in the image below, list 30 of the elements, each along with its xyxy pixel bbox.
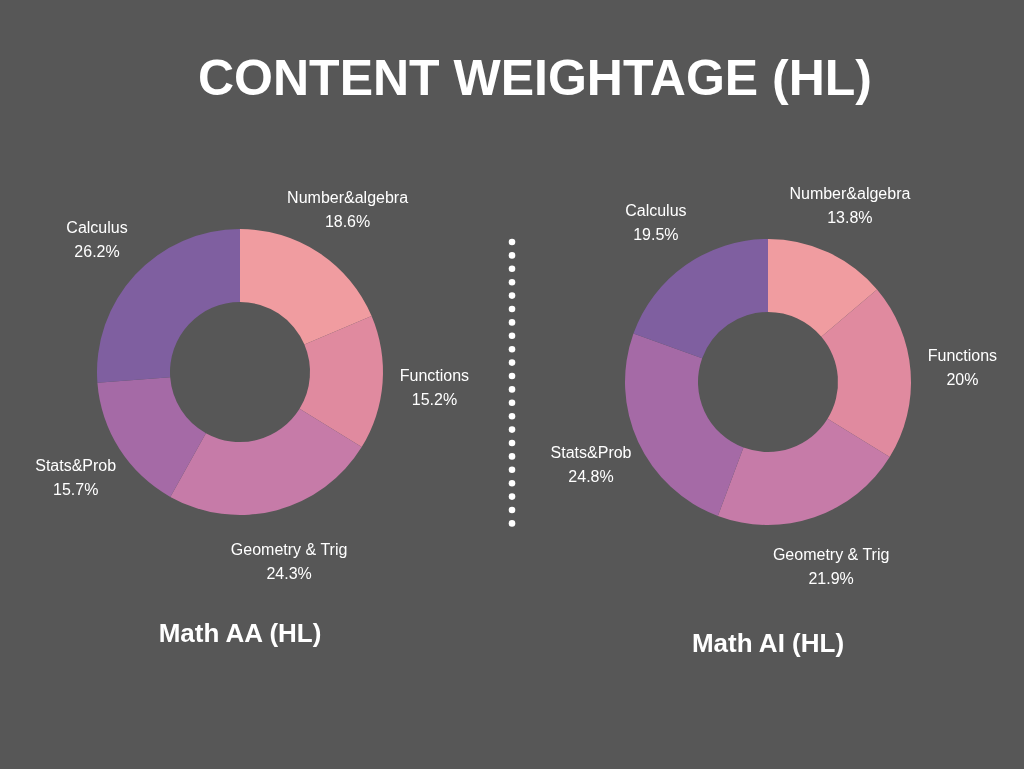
slice-label: Functions xyxy=(927,347,998,365)
slice-label: Calculus xyxy=(66,219,128,237)
text: CONTENT WEIGHTAGE (HL) xyxy=(198,50,872,106)
donut-slice xyxy=(633,239,768,359)
data-label: 18.6% xyxy=(324,213,371,231)
slice-label: Number&algebra xyxy=(789,185,911,203)
slice-label: Geometry & Trig xyxy=(772,546,890,564)
text: Math AA (HL) xyxy=(158,618,322,648)
slice-label: Functions xyxy=(399,366,470,384)
data-label: 26.2% xyxy=(74,243,120,261)
data-label: 15.2% xyxy=(411,390,458,408)
data-label: 19.5% xyxy=(633,226,679,244)
slice-label: Stats&Prob xyxy=(35,457,117,474)
donut-slice xyxy=(299,316,383,448)
data-label: 24.3% xyxy=(266,564,312,582)
donut-slice xyxy=(821,289,911,458)
text: Math AI (HL) xyxy=(691,628,845,658)
data-label: 15.7% xyxy=(53,481,99,498)
data-label: 20% xyxy=(946,371,979,389)
donut-slice xyxy=(240,229,372,345)
data-label: 13.8% xyxy=(827,209,873,227)
donut-slice xyxy=(717,418,890,525)
slice-label: Stats&Prob xyxy=(550,443,632,461)
data-label: 24.8% xyxy=(568,467,614,485)
slice-label: Geometry & Trig xyxy=(230,540,348,558)
slice-label: Number&algebra xyxy=(287,189,409,207)
data-label: 21.9% xyxy=(808,570,854,588)
slice-label: Calculus xyxy=(625,202,687,220)
donut-slice xyxy=(768,239,878,337)
donut-slice xyxy=(170,408,362,515)
